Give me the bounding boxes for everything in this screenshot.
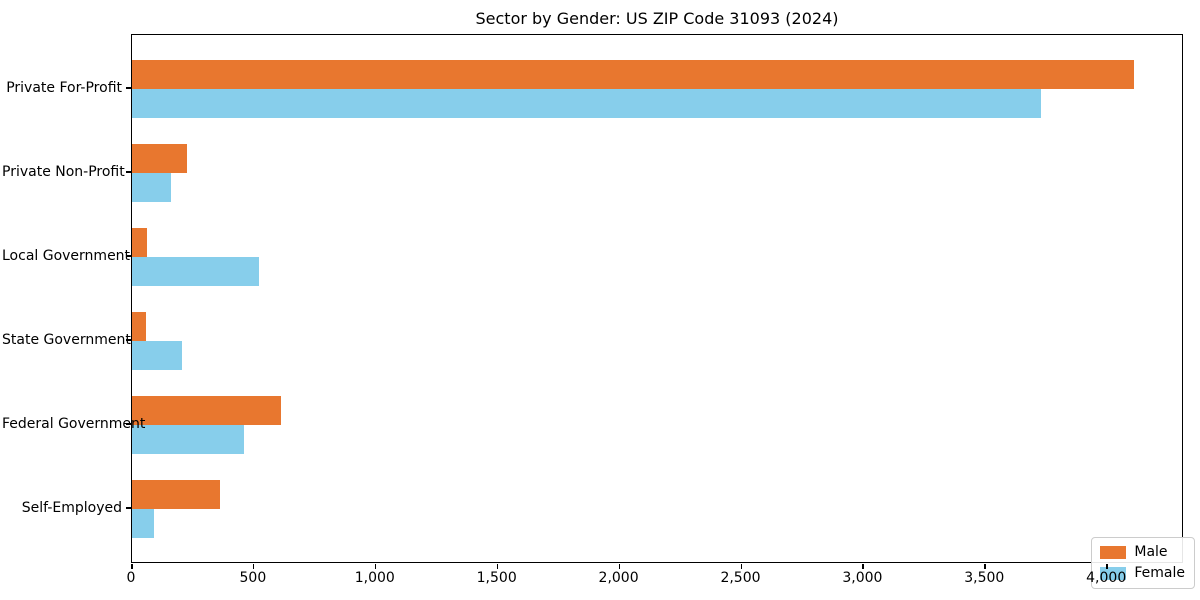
y-axis-label-1: Private Non-Profit [2, 164, 125, 180]
legend: Male Female [1091, 537, 1195, 589]
x-tick-3 [496, 564, 499, 569]
x-tick-6 [862, 564, 864, 569]
bar-male-4 [132, 396, 281, 425]
bar-male-3 [132, 312, 146, 341]
male-swatch-icon [1100, 546, 1127, 559]
x-tick-label-3: 1,500 [476, 570, 517, 586]
x-tick-label-6: 3,000 [842, 570, 883, 586]
legend-label-female: Female [1134, 565, 1185, 581]
y-axis-label-5: Self-Employed [21, 500, 122, 516]
y-tick-5 [126, 507, 131, 509]
x-tick-label-0: 0 [126, 570, 136, 586]
legend-label-male: Male [1134, 544, 1168, 560]
bar-female-1 [132, 173, 171, 202]
bar-male-5 [132, 480, 220, 509]
y-tick-2 [126, 255, 131, 257]
x-tick-label-8: 4,000 [1086, 570, 1127, 586]
y-axis-label-3: State Government [2, 332, 131, 348]
female-swatch-icon [1100, 567, 1127, 580]
bar-female-3 [132, 341, 182, 370]
y-tick-4 [126, 423, 131, 425]
x-tick-7 [984, 564, 986, 569]
y-axis-label-2: Local Government [2, 248, 131, 264]
x-tick-5 [740, 564, 742, 569]
bar-female-5 [132, 509, 154, 538]
legend-row-male: Male [1100, 545, 1185, 560]
x-tick-label-7: 3,500 [964, 570, 1005, 586]
x-tick-label-1: 500 [239, 570, 267, 586]
bar-female-4 [132, 425, 245, 454]
bar-male-0 [132, 60, 1135, 89]
x-tick-label-2: 1,000 [354, 570, 395, 586]
y-tick-3 [126, 339, 131, 341]
x-tick-8 [1106, 564, 1108, 569]
chart-title: Sector by Gender: US ZIP Code 31093 (202… [475, 9, 839, 28]
legend-row-female: Female [1100, 566, 1185, 581]
y-tick-0 [126, 87, 131, 89]
y-axis-label-0: Private For-Profit [6, 80, 122, 96]
bar-male-2 [132, 228, 147, 257]
y-tick-1 [126, 171, 131, 173]
plot-area [131, 34, 1183, 563]
bar-male-1 [132, 144, 187, 173]
x-tick-4 [618, 564, 621, 569]
x-tick-2 [374, 564, 377, 569]
y-axis-label-4: Federal Government [2, 416, 146, 432]
x-tick-1 [252, 564, 255, 569]
x-tick-0 [131, 564, 133, 569]
bar-female-2 [132, 257, 259, 286]
x-tick-label-5: 2,500 [720, 570, 761, 586]
bar-female-0 [132, 89, 1042, 118]
x-tick-label-4: 2,000 [598, 570, 639, 586]
